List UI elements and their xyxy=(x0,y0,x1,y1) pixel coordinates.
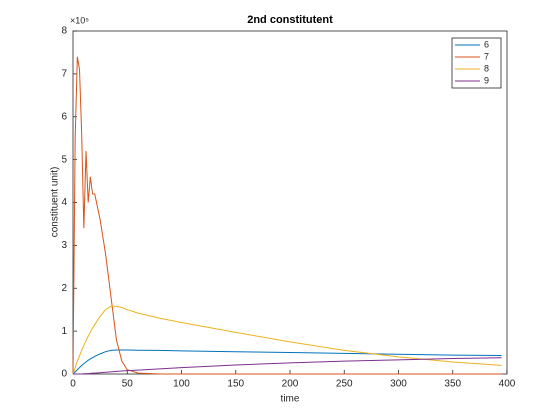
series-line xyxy=(73,357,502,375)
x-axis-label: time xyxy=(281,394,300,405)
y-tick-label: 7 xyxy=(61,69,67,80)
series-line xyxy=(72,349,502,375)
y-tick-label: 2 xyxy=(61,283,67,294)
y-tick-label: 8 xyxy=(61,26,67,37)
legend-label: 6 xyxy=(484,39,489,49)
y-tick-label: 4 xyxy=(61,197,67,208)
x-tick-label: 250 xyxy=(336,379,353,390)
y-tick-label: 0 xyxy=(61,369,67,380)
series-line xyxy=(72,305,502,375)
x-tick-label: 150 xyxy=(227,379,244,390)
chart-title: 2nd constitutent xyxy=(247,14,333,26)
y-tick-label: 5 xyxy=(61,154,67,165)
x-tick-label: 50 xyxy=(122,379,134,390)
series-line xyxy=(72,56,502,375)
y-tick-label: 1 xyxy=(61,326,67,337)
y-tick-label: 3 xyxy=(61,240,67,251)
y-tick-label: 6 xyxy=(61,111,67,122)
y-exponent: ×10⁵ xyxy=(70,15,89,25)
x-tick-label: 0 xyxy=(70,379,76,390)
legend-label: 8 xyxy=(484,63,489,73)
y-axis-label: constituent unit) xyxy=(50,167,61,238)
x-tick-label: 100 xyxy=(173,379,190,390)
legend-box xyxy=(451,37,502,89)
x-tick-label: 350 xyxy=(444,379,461,390)
x-tick-label: 200 xyxy=(282,379,299,390)
x-tick-label: 400 xyxy=(499,379,516,390)
plot-area xyxy=(72,30,508,375)
x-tick-label: 300 xyxy=(390,379,407,390)
legend-label: 9 xyxy=(484,75,489,85)
legend-label: 7 xyxy=(484,51,489,61)
